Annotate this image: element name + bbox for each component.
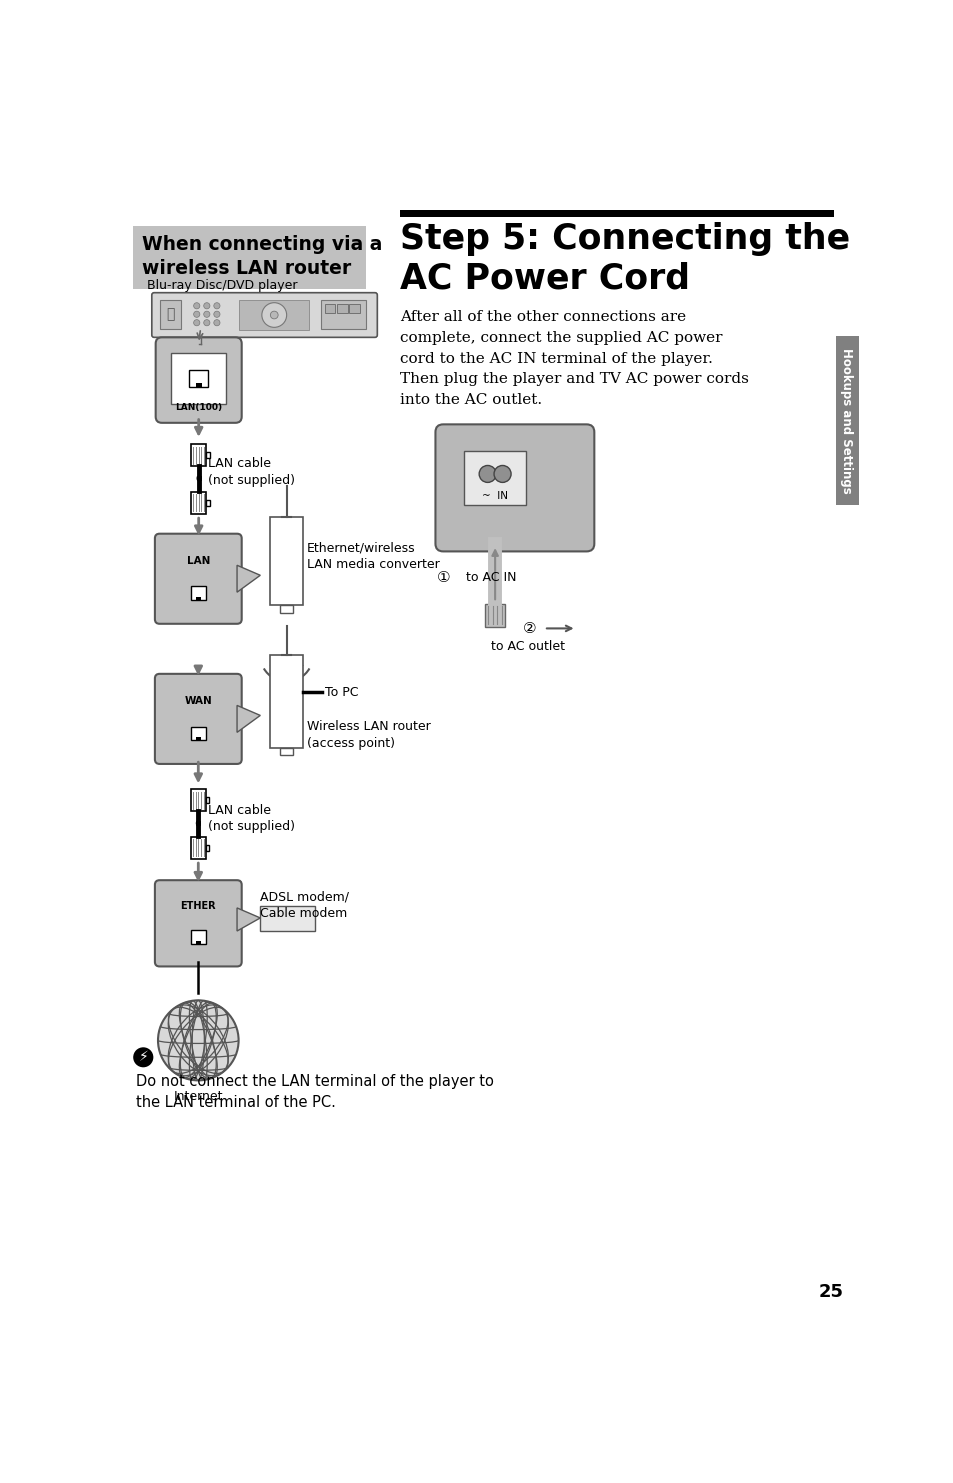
Text: Internet: Internet <box>173 1090 223 1103</box>
Bar <box>270 655 303 747</box>
Circle shape <box>261 303 286 328</box>
Text: When connecting via a
wireless LAN router: When connecting via a wireless LAN route… <box>142 234 382 279</box>
Circle shape <box>195 820 201 826</box>
Text: Do not connect the LAN terminal of the player to
the LAN terminal of the PC.: Do not connect the LAN terminal of the p… <box>136 1074 494 1111</box>
Circle shape <box>284 657 289 660</box>
Bar <box>191 727 206 740</box>
Bar <box>239 300 309 331</box>
Text: ①: ① <box>436 569 450 586</box>
Bar <box>191 586 206 601</box>
Polygon shape <box>236 565 260 592</box>
Circle shape <box>478 466 496 482</box>
FancyBboxPatch shape <box>154 673 241 764</box>
Polygon shape <box>236 706 260 733</box>
Circle shape <box>213 303 220 308</box>
Text: ~  IN: ~ IN <box>481 491 508 500</box>
Bar <box>191 930 206 945</box>
Bar <box>191 492 206 513</box>
Text: Hookups and Settings: Hookups and Settings <box>840 347 853 494</box>
Text: ⎕: ⎕ <box>166 307 174 322</box>
Circle shape <box>494 466 511 482</box>
Text: LAN: LAN <box>187 556 210 567</box>
Bar <box>171 353 226 405</box>
Bar <box>206 452 210 458</box>
Circle shape <box>133 1047 153 1068</box>
Text: ETHER: ETHER <box>180 902 216 912</box>
Bar <box>270 516 303 605</box>
FancyBboxPatch shape <box>154 881 241 967</box>
Bar <box>206 500 210 506</box>
FancyBboxPatch shape <box>435 424 594 552</box>
Bar <box>133 225 365 289</box>
Text: WAN: WAN <box>184 696 212 706</box>
FancyBboxPatch shape <box>154 534 241 624</box>
Bar <box>349 304 360 313</box>
Text: ②: ② <box>522 621 537 636</box>
Bar <box>320 300 365 329</box>
Bar <box>324 304 335 313</box>
Text: to AC outlet: to AC outlet <box>491 641 565 653</box>
Text: After all of the other connections are
complete, connect the supplied AC power
c: After all of the other connections are c… <box>399 310 748 406</box>
Text: to AC IN: to AC IN <box>466 571 517 584</box>
Text: LAN(100): LAN(100) <box>175 403 222 412</box>
Bar <box>206 845 209 851</box>
Circle shape <box>204 311 210 317</box>
Bar <box>195 942 200 945</box>
Bar <box>280 747 293 755</box>
Polygon shape <box>236 908 260 931</box>
Bar <box>484 604 505 627</box>
Text: ADSL modem/
Cable modem: ADSL modem/ Cable modem <box>260 891 349 921</box>
Circle shape <box>213 311 220 317</box>
Text: LAN cable
(not supplied): LAN cable (not supplied) <box>208 457 294 486</box>
FancyBboxPatch shape <box>152 292 377 337</box>
Text: ⚡: ⚡ <box>138 1050 148 1065</box>
Text: Ethernet/wireless
LAN media converter: Ethernet/wireless LAN media converter <box>307 541 439 571</box>
Bar <box>195 737 200 740</box>
Text: To PC: To PC <box>324 685 357 698</box>
Bar <box>835 335 858 506</box>
Bar <box>206 796 209 804</box>
Text: Blu-ray Disc/DVD player: Blu-ray Disc/DVD player <box>147 279 297 292</box>
Circle shape <box>204 320 210 326</box>
Circle shape <box>158 1001 238 1081</box>
Text: 25: 25 <box>818 1283 843 1301</box>
Bar <box>280 605 293 612</box>
FancyBboxPatch shape <box>155 337 241 423</box>
Bar <box>464 451 525 506</box>
Circle shape <box>193 303 199 308</box>
Bar <box>189 369 208 387</box>
Bar <box>399 211 833 217</box>
Text: Wireless LAN router
(access point): Wireless LAN router (access point) <box>307 721 430 749</box>
Bar <box>159 300 181 329</box>
Text: Step 5: Connecting the
AC Power Cord: Step 5: Connecting the AC Power Cord <box>399 222 849 295</box>
Bar <box>195 383 201 387</box>
Bar <box>191 445 206 466</box>
Bar <box>336 304 348 313</box>
Circle shape <box>193 320 199 326</box>
Bar <box>191 789 206 811</box>
Circle shape <box>195 476 201 480</box>
Bar <box>191 836 206 859</box>
Circle shape <box>204 303 210 308</box>
Text: LAN cable
(not supplied): LAN cable (not supplied) <box>208 804 294 833</box>
Circle shape <box>270 311 278 319</box>
Circle shape <box>213 320 220 326</box>
Circle shape <box>193 311 199 317</box>
Bar <box>195 598 200 601</box>
Bar <box>260 906 314 931</box>
